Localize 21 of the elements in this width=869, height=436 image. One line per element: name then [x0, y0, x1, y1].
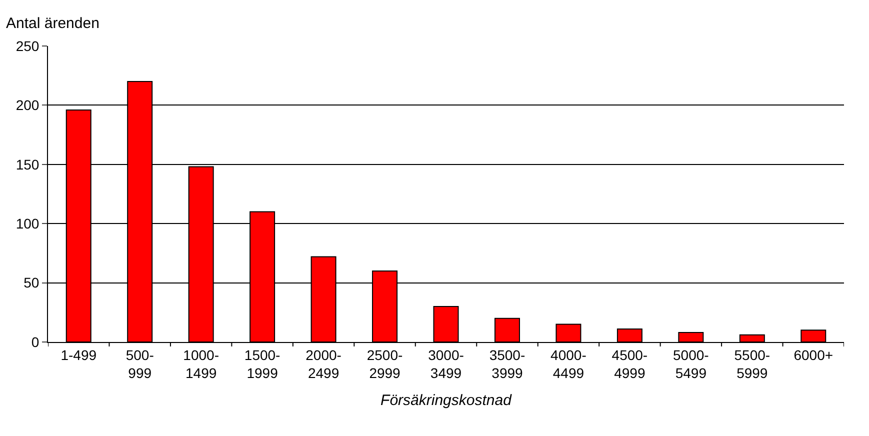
x-tick-label: 5000- 5499	[673, 346, 710, 381]
y-tick-label: 150	[16, 156, 40, 172]
y-tick-label: 200	[16, 97, 40, 114]
y-tick-label: 250	[16, 38, 40, 54]
x-tick-label: 3500- 3999	[489, 346, 526, 381]
x-tick-label: 2500- 2999	[366, 346, 404, 381]
y-tick-label: 0	[31, 334, 40, 350]
x-tick-label: 1500- 1999	[244, 346, 281, 381]
x-tick-label: 4000- 4499	[550, 346, 587, 381]
x-axis-title: Försäkringskostnad	[380, 392, 512, 409]
x-tick-label: 6000+	[794, 346, 834, 363]
x-tick-label: 1000- 1499	[183, 346, 220, 381]
x-tick-label: 500- 999	[126, 346, 154, 381]
x-tick-label: 5500- 5999	[734, 346, 770, 381]
x-tick-label: 1-499	[60, 346, 97, 363]
x-tick-label: 2000- 2499	[306, 346, 342, 381]
y-tick-label: 50	[24, 274, 40, 291]
x-tick-label: 3000- 3499	[428, 346, 464, 381]
x-tick-label: 4500- 4999	[612, 346, 648, 381]
y-axis-title: Antal ärenden	[6, 15, 100, 32]
y-tick-label: 100	[16, 216, 40, 232]
